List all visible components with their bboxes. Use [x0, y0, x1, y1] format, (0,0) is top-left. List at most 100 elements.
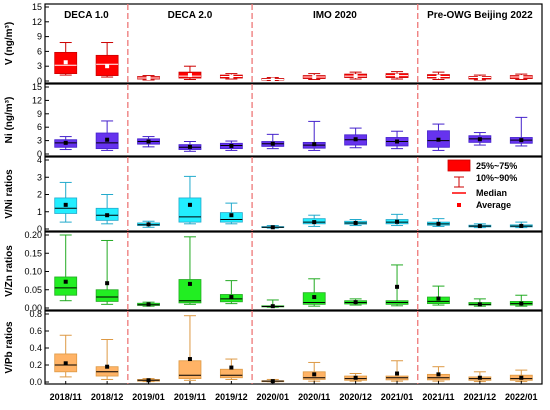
average-marker [63, 361, 68, 366]
iqr-box [178, 197, 202, 223]
box-2018/11 [54, 234, 78, 302]
average-marker [353, 375, 358, 380]
average-marker [105, 137, 110, 142]
average-marker [187, 73, 192, 78]
box-2018/12 [95, 42, 119, 78]
average-marker [436, 74, 441, 79]
average-marker [395, 371, 400, 376]
box-2020/01 [261, 77, 285, 82]
box-2019/01 [137, 378, 160, 383]
iqr-box [178, 360, 202, 380]
average-marker [105, 364, 110, 369]
average-marker [270, 304, 275, 309]
box-2021/11 [427, 218, 450, 227]
average-marker [270, 225, 275, 230]
average-marker [146, 222, 151, 227]
y-tick-label: 0.4 [29, 343, 42, 353]
y-tick-label: 4 [37, 155, 42, 165]
x-tick-label: 2020/01 [257, 392, 290, 402]
box-2019/12 [219, 140, 243, 151]
box-2019/01 [137, 75, 160, 81]
y-tick-label: 12 [32, 17, 42, 27]
y-tick-label: 9 [37, 109, 42, 119]
average-marker [436, 296, 441, 301]
box-2020/11 [302, 278, 326, 307]
average-marker [270, 141, 275, 146]
average-marker [436, 137, 441, 142]
y-axis-label: V/Ni ratios [4, 169, 15, 219]
average-marker [436, 372, 441, 377]
box-2020/12 [344, 298, 368, 306]
box-2019/01 [137, 301, 160, 307]
y-tick-label: 2 [37, 190, 42, 200]
box-2020/01 [261, 133, 285, 150]
average-marker [353, 74, 358, 79]
average-marker [353, 220, 358, 225]
average-marker [477, 76, 482, 81]
box-2019/12 [219, 73, 243, 80]
box-2019/11 [178, 315, 202, 381]
average-marker [187, 144, 192, 149]
box-2020/01 [261, 225, 285, 230]
box-2021/01 [385, 213, 409, 227]
box-2022/01 [509, 221, 533, 229]
y-tick-label: 3 [37, 172, 42, 182]
box-2018/12 [95, 120, 119, 151]
y-tick-label: 0.8 [29, 309, 42, 319]
average-marker [477, 302, 482, 307]
legend-box-label: 25%~75% [476, 161, 517, 171]
y-tick-label: 6 [37, 122, 42, 132]
box-2021/11 [427, 123, 450, 151]
average-marker [105, 64, 110, 69]
box-2021/12 [468, 298, 492, 307]
y-tick-label: 0.00 [24, 303, 42, 313]
box-2019/01 [137, 220, 160, 228]
period-label: Pre-OWG Beijing 2022 [427, 10, 533, 21]
box-2020/12 [344, 373, 368, 382]
iqr-box [178, 279, 202, 304]
average-marker [436, 221, 441, 226]
y-tick-label: 0.10 [24, 267, 42, 277]
average-marker [105, 213, 110, 218]
average-marker [477, 224, 482, 229]
average-marker [229, 365, 234, 370]
box-2022/01 [509, 369, 533, 383]
box-2019/01 [137, 136, 160, 148]
average-marker [312, 372, 317, 377]
panel-frame [44, 3, 543, 84]
y-tick-label: 0.6 [29, 326, 42, 336]
average-marker [395, 284, 400, 289]
x-tick-label: 2021/12 [464, 392, 497, 402]
iqr-box [219, 212, 243, 223]
box-2020/01 [261, 299, 285, 309]
box-2018/11 [54, 136, 78, 151]
panel-4: 0.00 0.05 0.10 0.15 0.20 V/Zn ratios [4, 230, 543, 313]
x-tick-label: 2018/11 [50, 392, 82, 402]
box-2018/12 [95, 339, 119, 380]
box-2019/12 [219, 358, 243, 380]
y-axis-label: V/Zn ratios [4, 245, 15, 297]
x-tick-label: 2020/12 [339, 392, 372, 402]
legend: 25%~75% 10%~90% Median Average [447, 159, 517, 210]
x-tick-label: 2022/01 [505, 392, 538, 402]
box-2018/11 [54, 42, 78, 76]
average-marker [519, 301, 524, 306]
x-tick-label: 2021/01 [381, 392, 414, 402]
box-2019/12 [219, 202, 243, 225]
average-marker [146, 139, 151, 144]
box-2020/11 [302, 214, 326, 227]
box-2021/01 [385, 360, 409, 382]
y-axis-label: V/Pb ratios [4, 321, 15, 374]
box-2021/12 [468, 132, 492, 146]
panel-1: 0 3 6 9 12 15 V (ng/m³) [4, 2, 543, 86]
y-tick-label: 15 [32, 82, 42, 92]
y-tick-label: 0 [37, 149, 42, 159]
legend-average-marker [457, 203, 461, 207]
x-tick-label: 2020/11 [298, 392, 330, 402]
box-2022/01 [509, 73, 533, 81]
legend-median-label: Median [476, 188, 507, 198]
y-tick-label: 0.0 [29, 377, 42, 387]
y-tick-label: 6 [37, 46, 42, 56]
y-tick-label: 9 [37, 32, 42, 42]
box-2020/12 [344, 71, 368, 80]
